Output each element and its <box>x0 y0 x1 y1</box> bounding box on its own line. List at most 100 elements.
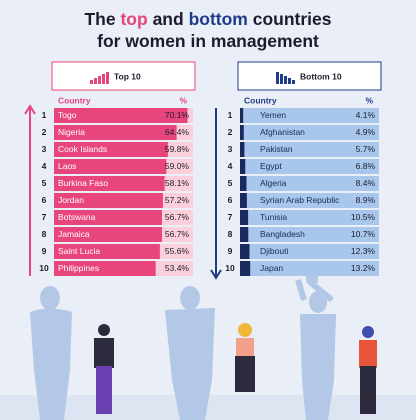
heading-box <box>237 61 382 91</box>
country: Djibouti <box>260 246 288 256</box>
column-header: % <box>179 95 187 105</box>
value-label: 5.7% <box>356 144 376 154</box>
value-label: 56.7% <box>165 229 190 239</box>
heading-icon <box>94 78 97 84</box>
title: The top and bottom countries for women in… <box>0 8 416 52</box>
value-label: 10.5% <box>351 212 376 222</box>
country: Japan <box>260 263 283 273</box>
value-label: 58.1% <box>165 178 190 188</box>
rank: 3 <box>228 144 233 154</box>
country: Burkina Faso <box>58 178 108 188</box>
value-label: 4.1% <box>356 110 376 120</box>
value-label: 12.3% <box>351 246 376 256</box>
country: Bangladesh <box>260 229 305 239</box>
row <box>240 210 379 225</box>
title-part: countries <box>252 9 332 29</box>
column-header: % <box>365 95 373 105</box>
bar <box>240 142 245 157</box>
rank: 7 <box>42 212 47 222</box>
bar <box>54 125 177 140</box>
silhouettes <box>30 276 336 420</box>
bar <box>54 227 162 242</box>
rank: 4 <box>228 161 233 171</box>
country: Tunisia <box>260 212 287 222</box>
rank: 1 <box>42 110 47 120</box>
bar <box>54 159 167 174</box>
heading-icon <box>102 74 105 84</box>
heading-icon <box>106 72 109 84</box>
rank: 7 <box>228 212 233 222</box>
rank: 2 <box>228 127 233 137</box>
title-part: and <box>152 9 184 29</box>
title-part: top <box>120 9 148 29</box>
row <box>240 159 379 174</box>
bar <box>240 159 246 174</box>
country: Syrian Arab Republic <box>260 195 340 205</box>
value-label: 70.1% <box>165 110 190 120</box>
row <box>240 193 379 208</box>
rank: 4 <box>42 161 47 171</box>
value-label: 10.7% <box>351 229 376 239</box>
country: Jordan <box>58 195 84 205</box>
heading: Bottom 10 <box>300 71 342 81</box>
rank: 3 <box>42 144 47 154</box>
row <box>240 108 379 123</box>
heading-icon <box>98 76 101 84</box>
rank: 10 <box>225 263 235 273</box>
country: Afghanistan <box>260 127 305 137</box>
value-label: 56.7% <box>165 212 190 222</box>
bar <box>54 261 156 276</box>
bar <box>54 210 162 225</box>
row <box>240 244 379 259</box>
rank: 8 <box>42 229 47 239</box>
heading-icon <box>90 80 93 84</box>
country: Algeria <box>260 178 287 188</box>
bar <box>54 244 160 259</box>
row <box>240 125 379 140</box>
value-label: 4.9% <box>356 127 376 137</box>
bar <box>240 227 249 242</box>
heading-icon <box>276 72 279 84</box>
row <box>240 142 379 157</box>
row <box>240 261 379 276</box>
title-part: bottom <box>188 9 248 29</box>
rank: 5 <box>42 178 47 188</box>
row <box>240 176 379 191</box>
row <box>240 227 379 242</box>
heading-icon <box>288 78 291 84</box>
bar <box>240 210 249 225</box>
country: Cook Islands <box>58 144 107 154</box>
column-header: Country <box>244 95 277 105</box>
country: Togo <box>58 110 77 120</box>
bar <box>54 176 165 191</box>
bar <box>240 244 250 259</box>
value-label: 8.4% <box>356 178 376 188</box>
bar <box>240 193 247 208</box>
value-label: 57.2% <box>165 195 190 205</box>
heading: Top 10 <box>114 71 141 81</box>
arrow-head <box>24 104 36 115</box>
bar <box>54 108 188 123</box>
rank: 9 <box>228 246 233 256</box>
column-header: Country <box>58 95 91 105</box>
rank: 6 <box>228 195 233 205</box>
country: Nigeria <box>58 127 85 137</box>
bar <box>240 261 251 276</box>
rank: 6 <box>42 195 47 205</box>
heading-icon <box>292 80 295 84</box>
bar <box>54 193 163 208</box>
value-label: 64.4% <box>165 127 190 137</box>
rank: 1 <box>228 110 233 120</box>
bar <box>240 176 247 191</box>
title-part: for women in management <box>97 31 319 51</box>
country: Yemen <box>260 110 286 120</box>
value-label: 6.8% <box>356 161 376 171</box>
bar <box>54 142 168 157</box>
country: Egypt <box>260 161 282 171</box>
bar <box>240 125 244 140</box>
rank: 5 <box>228 178 233 188</box>
bar <box>240 108 244 123</box>
country: Pakistan <box>260 144 293 154</box>
